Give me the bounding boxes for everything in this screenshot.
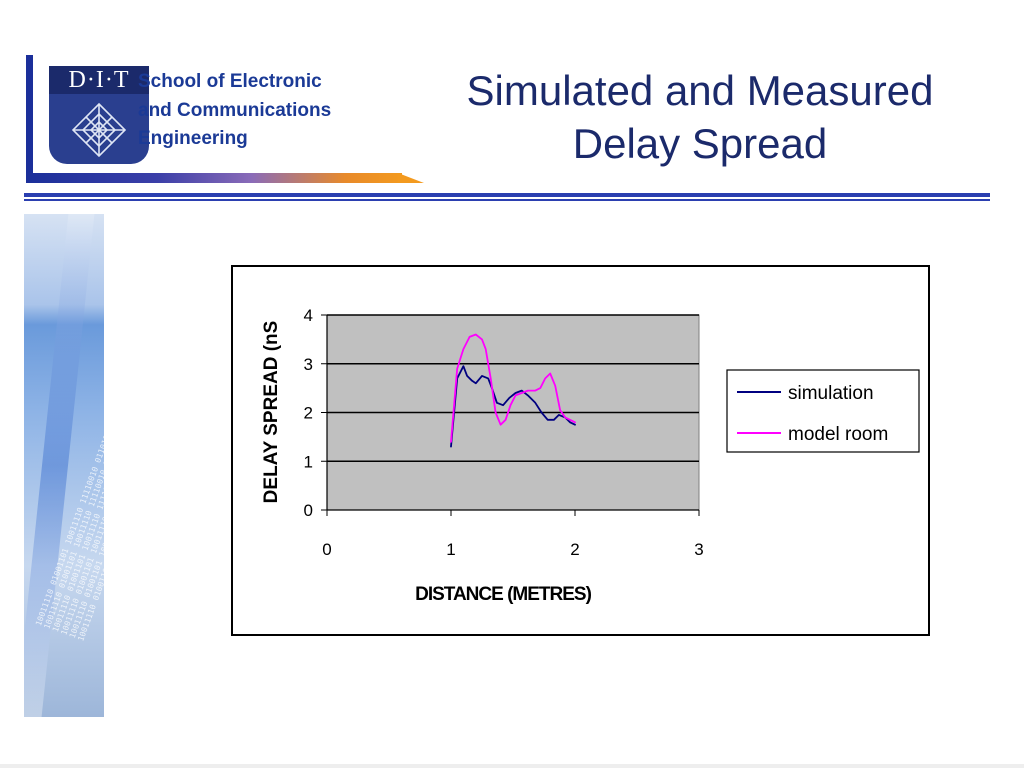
legend-box: [726, 369, 920, 453]
y-tick-label: 2: [304, 404, 313, 423]
series-lines: [450, 333, 576, 448]
dit-logo: D·I·T: [49, 66, 149, 164]
school-name-line-2: and Communications: [138, 100, 332, 121]
logo-gradient-tip: [398, 173, 424, 183]
x-axis-title: DISTANCE (METRES): [415, 584, 591, 605]
y-tick-label: 0: [304, 501, 313, 520]
header-divider-thick: [24, 193, 990, 197]
gridlines: [327, 314, 699, 462]
decorative-side-image: 10011110 01001101 10011110 11110010 0110…: [24, 214, 104, 717]
school-name-line-1: School of Electronic: [138, 71, 322, 92]
y-tick-label: 1: [304, 452, 313, 471]
x-tick-label: 0: [322, 540, 331, 559]
slide-title: Simulated and Measured Delay Spread: [420, 64, 980, 170]
header-divider-thin: [24, 199, 990, 201]
school-logo-banner: D·I·T School of Electronic and Communica…: [26, 55, 424, 183]
delay-spread-chart: 0 1 2 3 4 0 1 2 3 DISTANCE (METRES) DELAY SPREAD…: [261, 306, 920, 605]
crest-icon: [71, 102, 127, 158]
logo-accent-bar: [26, 55, 33, 183]
slide-title-line-1: Simulated and Measured: [466, 67, 934, 114]
x-tick-label: 2: [570, 540, 579, 559]
slide-title-line-2: Delay Spread: [572, 120, 828, 167]
chart-legend: simulation model room: [726, 369, 920, 453]
footer-divider: [0, 764, 1024, 768]
y-tick-label: 3: [304, 355, 313, 374]
series-line-simulation: [450, 365, 576, 448]
x-tick-label: 1: [446, 540, 455, 559]
x-tick-label: 3: [694, 540, 703, 559]
dit-logo-header: [49, 66, 149, 94]
legend-label-model-room: model room: [788, 424, 888, 445]
y-tick-label: 4: [304, 306, 313, 325]
series-line-model-room: [450, 333, 576, 443]
chart-container: 0 1 2 3 4 0 1 2 3 DISTANCE (METRES) DELAY SPREAD…: [231, 265, 930, 636]
school-name-line-3: Engineering: [138, 128, 248, 149]
logo-gradient-bar: [26, 173, 402, 183]
dit-logo-letters: D·I·T: [68, 67, 130, 93]
y-axis-title: DELAY SPREAD (nS: [261, 321, 282, 504]
axes: 0 1 2 3 4 0 1 2 3: [304, 306, 704, 559]
legend-label-simulation: simulation: [788, 383, 874, 404]
